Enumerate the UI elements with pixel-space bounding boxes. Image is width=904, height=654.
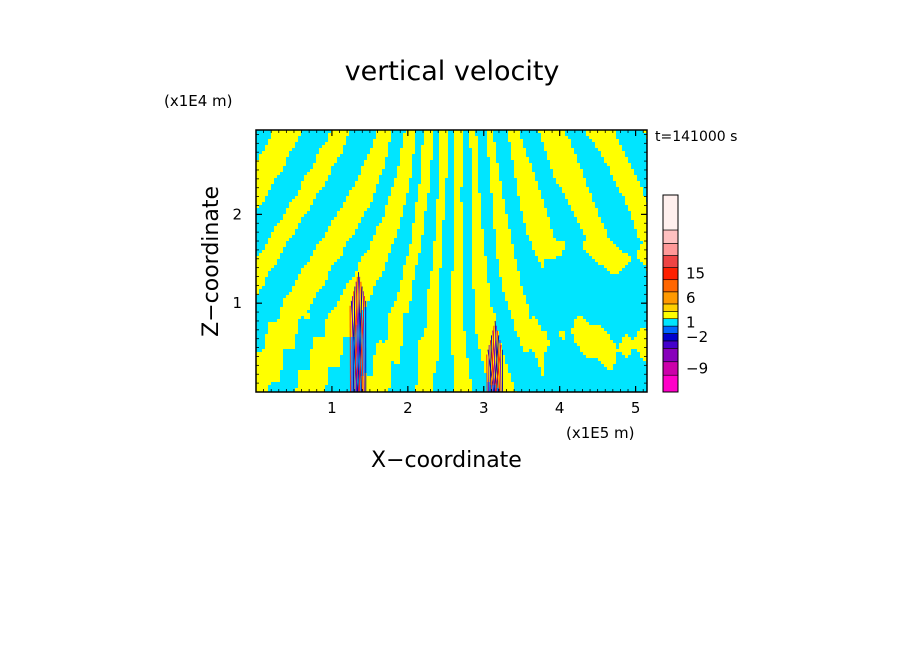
plot-frame [255, 129, 648, 393]
x-tick-label: 2 [403, 399, 413, 417]
colorbar-swatch [662, 361, 679, 376]
colorbar-swatch [662, 243, 679, 256]
plume-streak [354, 276, 358, 392]
plume-streak [355, 276, 361, 392]
z-tick-label: 2 [232, 205, 242, 223]
time-label: t=141000 s [655, 129, 738, 145]
colorbar-swatch [662, 229, 679, 244]
convective-plume-1 [349, 272, 367, 392]
plume-streak [490, 325, 495, 392]
x-tick-label: 1 [327, 399, 337, 417]
plume-streak [488, 344, 490, 392]
colorbar-label: −9 [686, 359, 708, 377]
colorbar-swatch [662, 347, 679, 363]
colorbar-swatch [662, 291, 679, 305]
x-ticks: 1 2 3 4 5 [263, 130, 644, 417]
plume-streak [499, 340, 502, 392]
plume-streak [351, 296, 353, 392]
positive-velocity-region [256, 130, 647, 392]
x-unit-label: (x1E5 m) [566, 424, 635, 442]
colorbar-swatch [662, 255, 679, 268]
colorbar-swatch [662, 267, 679, 281]
z-ticks: 12 [232, 134, 647, 384]
colorbar-swatch [662, 279, 679, 293]
colorbar-label: 6 [686, 289, 696, 307]
plume-streak [357, 286, 363, 392]
z-tick-label: 1 [232, 294, 242, 312]
colorbar: −9 −21 6 15 [662, 194, 708, 393]
colorbar-swatch [662, 340, 679, 349]
colorbar-label: 1 [686, 313, 696, 331]
colorbar-swatch [662, 325, 679, 334]
z-unit-label: (x1E4 m) [164, 92, 233, 110]
x-tick-label: 3 [479, 399, 489, 417]
plume-streak [493, 335, 500, 392]
plume-streak [352, 286, 356, 392]
colorbar-swatch [662, 311, 679, 320]
x-tick-label: 5 [631, 399, 641, 417]
velocity-field [256, 130, 647, 392]
chart-title: vertical velocity [344, 56, 560, 87]
x-tick-label: 4 [555, 399, 565, 417]
colorbar-swatch [662, 194, 679, 231]
convective-plume-2 [486, 320, 503, 392]
colorbar-swatch [662, 333, 679, 342]
colorbar-swatch [662, 374, 679, 393]
colorbar-label: 15 [686, 265, 705, 283]
colorbar-swatch [662, 318, 679, 327]
colorbar-swatch [662, 303, 679, 312]
colorbar-frame [662, 194, 679, 393]
plume-streak [492, 325, 497, 392]
colorbar-label: −2 [686, 328, 708, 346]
plume-streak [495, 344, 502, 392]
plume-streak [489, 335, 493, 392]
plume-streak [358, 296, 365, 392]
x-axis-label: X−coordinate [371, 448, 522, 473]
